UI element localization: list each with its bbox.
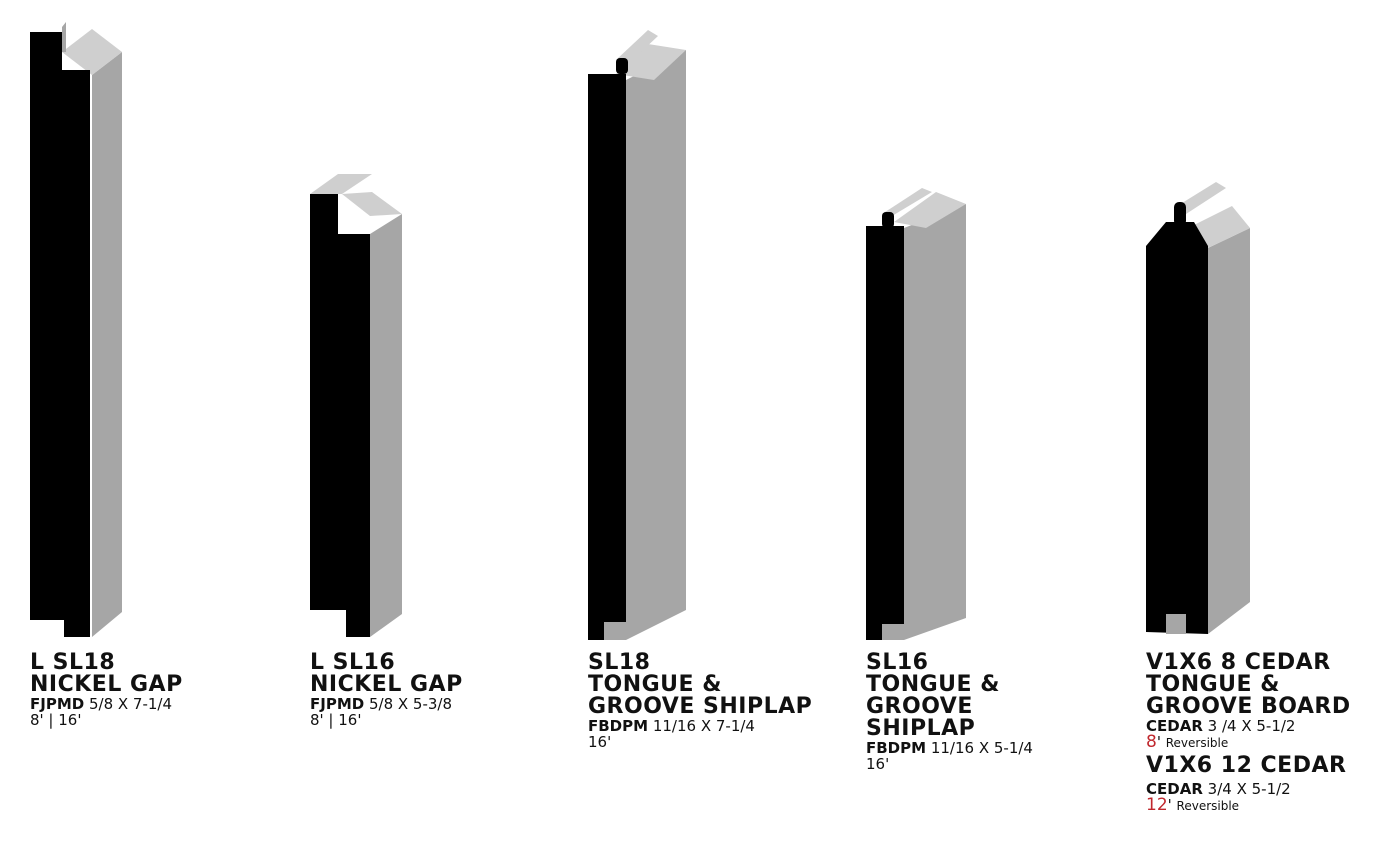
product-title-line: V1X6 8 CEDAR: [1146, 650, 1331, 675]
product-spec: FBDPM 11/16 X 5-1/4: [866, 740, 1033, 756]
product-spec: FBDPM 11/16 X 7-1/4: [588, 718, 812, 734]
product-lengths: 8' Reversible: [1146, 734, 1351, 751]
product-code: FJPMD: [310, 695, 365, 713]
product-lengths: 8' | 16': [30, 711, 82, 729]
product-title-line: SHIPLAP: [866, 716, 976, 741]
product-title-line: TONGUE &: [866, 672, 1000, 697]
length-unit: ': [1167, 796, 1172, 814]
product-size: 11/16 X 7-1/4: [652, 717, 755, 735]
product-title-line: SL18: [588, 650, 651, 675]
product-spec: CEDAR 3/4 X 5-1/2: [1146, 781, 1351, 797]
product-title-line: GROOVE: [866, 694, 973, 719]
profile-sl18-image: [588, 30, 686, 640]
product-code: FJPMD: [30, 695, 85, 713]
product-code: CEDAR: [1146, 717, 1203, 735]
profile-sl16-image: [866, 188, 966, 640]
product-code: FBDPM: [588, 717, 649, 735]
product-spec: CEDAR 3 /4 X 5-1/2: [1146, 718, 1351, 734]
product-lengths: 8' | 16': [310, 711, 362, 729]
profile-v1x6-cedar-image: [1146, 182, 1250, 634]
product-size: 11/16 X 5-1/4: [930, 739, 1033, 757]
product-title-line: L SL18: [30, 650, 116, 675]
length-note: Reversible: [1165, 736, 1229, 750]
product-title-line: GROOVE BOARD: [1146, 694, 1351, 719]
product-size: 5/8 X 7-1/4: [88, 695, 173, 713]
product-code: CEDAR: [1146, 780, 1203, 798]
length-unit: ': [1156, 733, 1161, 751]
profile-l-sl18-image: [30, 22, 122, 637]
product-spec: FJPMD 5/8 X 5-3/8: [310, 696, 463, 712]
product-size: 3 /4 X 5-1/2: [1207, 717, 1296, 735]
product-lengths: 12' Reversible: [1146, 797, 1351, 814]
product-title-line: NICKEL GAP: [30, 672, 183, 697]
length-value: 12: [1146, 795, 1168, 815]
product-title-line: TONGUE &: [588, 672, 722, 697]
product-title-line: V1X6 12 CEDAR: [1146, 753, 1347, 778]
length-note: Reversible: [1176, 799, 1240, 813]
product-lengths: 16': [588, 733, 612, 751]
product-title-line: L SL16: [310, 650, 396, 675]
product-size: 3/4 X 5-1/2: [1207, 780, 1291, 798]
product-title-line: NICKEL GAP: [310, 672, 463, 697]
product-spec: FJPMD 5/8 X 7-1/4: [30, 696, 183, 712]
product-code: FBDPM: [866, 739, 927, 757]
profile-l-sl16-image: [310, 174, 402, 637]
length-value: 8: [1146, 732, 1157, 752]
product-title-line: GROOVE SHIPLAP: [588, 694, 813, 719]
product-size: 5/8 X 5-3/8: [368, 695, 453, 713]
product-title-line: TONGUE &: [1146, 672, 1280, 697]
product-lengths: 16': [866, 755, 890, 773]
product-title-line: SL16: [866, 650, 929, 675]
